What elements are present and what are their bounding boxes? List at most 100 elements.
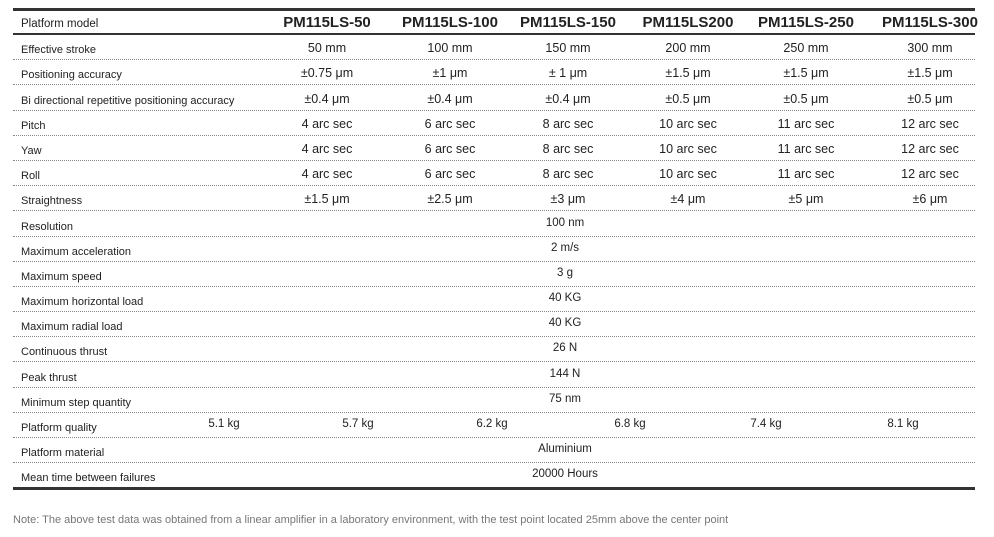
row-value: 26 N (552, 342, 578, 355)
model-header: PM115LS200 (642, 14, 734, 31)
row-label: Positioning accuracy (21, 69, 122, 82)
row-value: 50 mm (307, 41, 347, 56)
row-value: 12 arc sec (901, 116, 959, 131)
row-label: Continuous thrust (21, 346, 108, 359)
table-row: Continuous thrust 26 N (13, 337, 975, 363)
row-value: 12 arc sec (901, 141, 959, 156)
row-value: 75 nm (549, 392, 581, 405)
row-value: 150 mm (545, 41, 591, 56)
row-value: 6 arc sec (424, 116, 476, 131)
row-value: ±0.75 μm (300, 66, 354, 81)
row-value: 40 KG (548, 317, 582, 330)
row-value: 8 arc sec (542, 116, 594, 131)
row-label: Pitch (21, 119, 46, 132)
row-label: Platform quality (21, 422, 97, 434)
model-header: PM115LS-100 (402, 14, 498, 31)
row-label: Maximum horizontal load (21, 296, 144, 309)
row-label: Maximum speed (21, 270, 102, 283)
table-row: Maximum acceleration 2 m/s (13, 237, 975, 262)
table-row: Platform quality 5.1 kg 5.7 kg 6.2 kg 6.8 kg… (13, 413, 975, 438)
row-value: 6.2 kg (476, 418, 508, 430)
row-value: 11 arc sec (777, 167, 835, 182)
table-row: Maximum horizontal load 40 KG (13, 287, 975, 313)
row-value: 8 arc sec (542, 167, 594, 182)
row-value: 5.7 kg (342, 418, 374, 430)
table-row: Effective stroke 50 mm 100 mm 150 mm 200 mm 2… (13, 35, 975, 61)
row-label: Peak thrust (21, 371, 77, 384)
table-row: Platform material Aluminium (13, 438, 975, 464)
row-value: 100 nm (545, 216, 585, 229)
row-value: Aluminium (538, 443, 592, 456)
row-value: ±1.5 μm (907, 66, 953, 81)
table-row: Positioning accuracy ±0.75 μm ±1 μm ± 1 μm ±… (13, 60, 975, 86)
table-row: Pitch 4 arc sec 6 arc sec 8 arc sec 10 arc s… (13, 111, 975, 136)
row-label: Bi directional repetitive positioning ac… (21, 94, 235, 107)
row-value: ±0.4 μm (304, 91, 350, 106)
row-label: Resolution (21, 220, 73, 233)
row-value: ± 1 μm (548, 66, 588, 81)
row-value: 250 mm (783, 41, 829, 56)
row-value: 2 m/s (550, 241, 580, 254)
row-value: 4 arc sec (301, 141, 353, 156)
table-row: Mean time between failures 20000 Hours (13, 463, 975, 487)
row-value: 20000 Hours (532, 468, 598, 481)
row-value: ±1.5 μm (783, 66, 829, 81)
row-value: ±2.5 μm (427, 192, 473, 207)
row-value: 10 arc sec (659, 116, 717, 131)
row-value: ±0.5 μm (907, 91, 953, 106)
row-value: 5.1 kg (208, 418, 240, 430)
row-value: 11 arc sec (777, 141, 835, 156)
row-value: 8 arc sec (542, 141, 594, 156)
row-value: 6 arc sec (424, 141, 476, 156)
row-label: Roll (21, 170, 40, 183)
row-value: 8.1 kg (887, 418, 919, 430)
model-header: PM115LS-250 (758, 14, 854, 31)
row-value: 4 arc sec (301, 167, 353, 182)
row-label: Yaw (21, 144, 42, 157)
row-label: Platform material (21, 447, 105, 460)
row-label: Effective stroke (21, 44, 96, 57)
table-row: Maximum speed 3 g (13, 262, 975, 287)
row-value: ±0.4 μm (545, 91, 591, 106)
header-label: Platform model (21, 18, 99, 30)
table-row: Peak thrust 144 N (13, 362, 975, 388)
row-value: ±3 μm (550, 192, 586, 207)
row-value: ±1.5 μm (304, 192, 350, 207)
row-value: ±0.4 μm (427, 91, 473, 106)
row-label: Minimum step quantity (21, 396, 132, 409)
row-value: ±4 μm (670, 192, 706, 207)
row-label: Straightness (21, 195, 83, 208)
row-value: 11 arc sec (777, 116, 835, 131)
specifications-table: Platform model PM115LS-50 PM115LS-100 PM11… (13, 8, 978, 491)
table-row: Bi directional repetitive positioning ac… (13, 85, 975, 111)
model-header: PM115LS-150 (520, 14, 616, 31)
row-value: 300 mm (907, 41, 953, 56)
row-value: 200 mm (665, 41, 711, 56)
row-value: 3 g (557, 266, 573, 279)
row-value: ±6 μm (912, 192, 948, 207)
row-value: 100 mm (427, 41, 473, 56)
row-value: 7.4 kg (750, 418, 782, 430)
row-value: 4 arc sec (301, 116, 353, 131)
row-value: 144 N (549, 367, 581, 380)
row-label: Maximum acceleration (21, 245, 132, 258)
row-value: 40 KG (548, 292, 582, 305)
row-label: Mean time between failures (21, 472, 156, 485)
table-row: Minimum step quantity 75 nm (13, 388, 975, 413)
row-value: 12 arc sec (901, 167, 959, 182)
header-row: Platform model PM115LS-50 PM115LS-100 PM11… (13, 11, 978, 35)
model-header: PM115LS-50 (283, 14, 371, 31)
model-header: PM115LS-300 (882, 14, 978, 31)
row-value: ±0.5 μm (783, 91, 829, 106)
table-row: Maximum radial load 40 KG (13, 312, 975, 338)
row-value: 6.8 kg (614, 418, 646, 430)
row-value: ±1 μm (432, 66, 468, 81)
table-row: Roll 4 arc sec 6 arc sec 8 arc sec 10 arc se… (13, 161, 975, 187)
row-value: 6 arc sec (424, 167, 476, 182)
table-row: Yaw 4 arc sec 6 arc sec 8 arc sec 10 arc sec… (13, 136, 975, 161)
row-label: Maximum radial load (21, 321, 123, 334)
table-row: Resolution 100 nm (13, 211, 975, 237)
row-value: ±1.5 μm (665, 66, 711, 81)
row-value: ±0.5 μm (665, 91, 711, 106)
row-value: ±5 μm (788, 192, 824, 207)
